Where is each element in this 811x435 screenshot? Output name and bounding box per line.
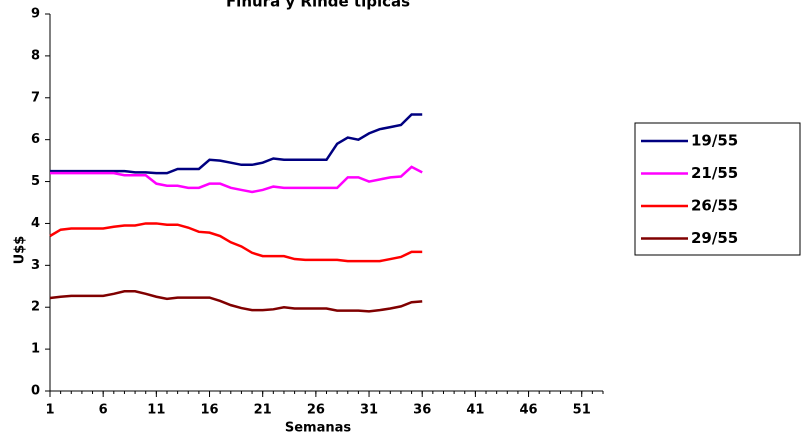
y-tick-label: 1 — [31, 342, 40, 357]
chart-title: Finura y Rinde típicas — [226, 0, 410, 11]
x-tick-label: 46 — [520, 403, 538, 418]
legend-label: 19/55 — [691, 132, 738, 150]
y-tick-label: 8 — [31, 48, 40, 63]
x-tick-label: 16 — [200, 403, 218, 418]
x-tick-label: 1 — [45, 403, 54, 418]
x-tick-label: 21 — [254, 403, 272, 418]
x-tick-label: 11 — [147, 403, 165, 418]
series-line — [50, 113, 423, 175]
legend-label: 26/55 — [691, 197, 738, 215]
y-tick-label: 2 — [31, 300, 40, 315]
legend-label: 29/55 — [691, 229, 738, 247]
y-tick-label: 5 — [31, 174, 40, 189]
y-tick-label: 0 — [31, 384, 40, 399]
y-axis-label: U$$ — [13, 236, 28, 265]
x-axis-label: Semanas — [285, 421, 352, 435]
y-tick-label: 7 — [31, 90, 40, 105]
y-tick-label: 6 — [31, 132, 40, 147]
y-tick-label: 9 — [31, 7, 40, 22]
y-tick-label: 4 — [31, 216, 40, 231]
x-tick-label: 26 — [307, 403, 325, 418]
x-tick-label: 51 — [573, 403, 591, 418]
legend-box — [634, 122, 801, 256]
series-line — [49, 222, 423, 263]
series-line — [50, 165, 423, 194]
series-line — [49, 290, 423, 313]
x-tick-label: 6 — [99, 403, 108, 418]
x-tick-label: 41 — [466, 403, 484, 418]
x-tick-label: 31 — [360, 403, 378, 418]
legend-label: 21/55 — [691, 164, 738, 182]
x-tick-label: 36 — [413, 403, 431, 418]
y-tick-label: 3 — [31, 258, 40, 273]
